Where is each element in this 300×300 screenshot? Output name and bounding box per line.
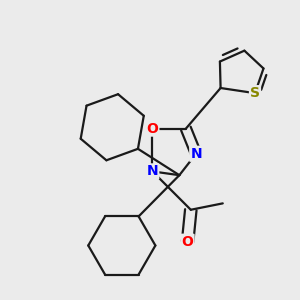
Text: O: O [146,122,158,136]
Text: S: S [250,86,260,100]
Text: N: N [190,147,202,161]
Text: N: N [147,164,158,178]
Text: O: O [182,235,194,249]
